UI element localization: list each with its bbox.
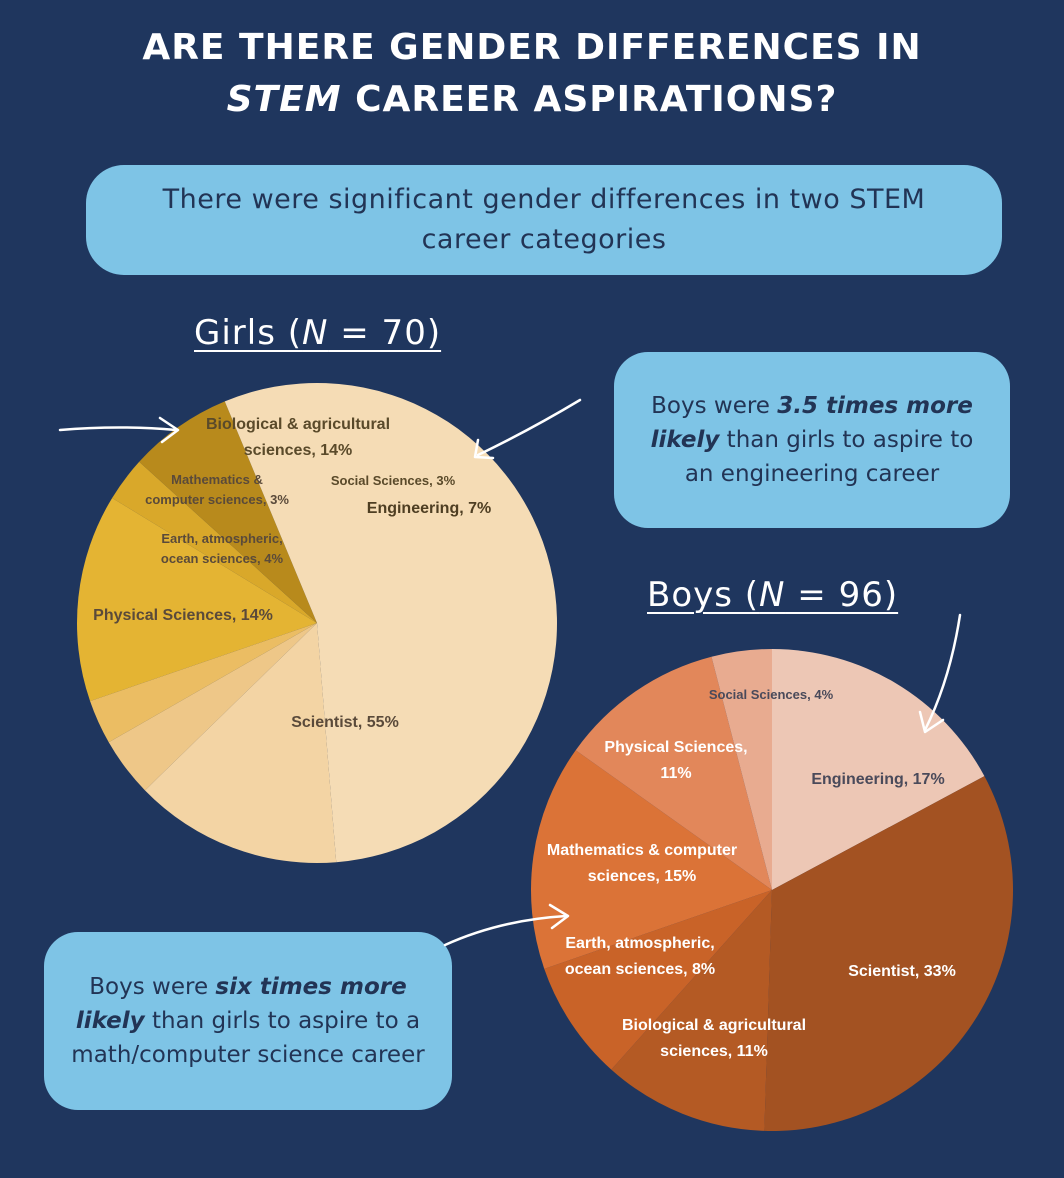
slice-label: Mathematics & computer sciences, 3%: [145, 472, 289, 507]
arrows: [58, 398, 962, 947]
slice-label-line: Physical Sciences, 14%: [93, 607, 273, 624]
math-bubble: Boys were six times more likely than gir…: [44, 932, 452, 1110]
boys-title-n: N: [759, 575, 786, 615]
pie-slice: [144, 623, 337, 863]
eng-post: than girls to aspire to an engineering c…: [684, 427, 974, 487]
boys-title-pre: Boys (: [647, 575, 760, 615]
boys-pie-chart: Engineering, 17% Scientist, 33% Biological…: [531, 649, 1013, 1131]
arrow-girls-bio: [58, 416, 180, 444]
eng-pre: Boys were: [651, 393, 778, 419]
slice-label-line: 11%: [660, 765, 691, 782]
slice-label-line: Scientist, 33%: [848, 963, 956, 980]
page-title: ARE THERE GENDER DIFFERENCES IN STEM CAR…: [0, 22, 1064, 126]
engineering-bubble-text: Boys were 3.5 times more likely than gir…: [634, 389, 990, 491]
math-bold: six times more likely: [75, 974, 407, 1034]
slice-label-line: Biological & agricultural: [622, 1017, 806, 1034]
slice-label: Scientist, 33%: [848, 963, 956, 980]
slice-label: Scientist, 55%: [291, 714, 399, 731]
pie-slice: [112, 461, 317, 623]
slice-label: Biological & agricultural sciences, 14%: [206, 416, 390, 459]
slice-label-line: computer sciences, 3%: [145, 492, 289, 507]
pie-slice: [611, 890, 772, 1131]
slice-label: Earth, atmospheric, ocean sciences, 8%: [565, 935, 715, 978]
slice-label-line: Earth, atmospheric,: [161, 531, 282, 546]
math-bubble-text: Boys were six times more likely than gir…: [66, 970, 430, 1072]
pie-slice: [531, 750, 772, 969]
arrow-boys-engineering: [918, 613, 962, 734]
slice-label-line: Biological & agricultural: [206, 416, 390, 433]
title-line-2: STEM CAREER ASPIRATIONS?: [0, 74, 1064, 126]
slice-label-line: Scientist, 55%: [291, 714, 399, 731]
intro-bubble: There were significant gender difference…: [86, 165, 1002, 275]
slice-label: Physical Sciences, 14%: [93, 607, 273, 624]
pie-slice: [764, 776, 1013, 1131]
pie-slice: [139, 401, 317, 623]
girls-title-n: N: [302, 313, 329, 353]
slice-label-line: sciences, 11%: [660, 1043, 768, 1060]
slice-label-line: Mathematics & computer: [547, 842, 737, 859]
slice-label: Engineering, 17%: [811, 771, 944, 788]
slice-label: Social Sciences, 3%: [331, 473, 456, 488]
slice-label-line: Social Sciences, 3%: [331, 473, 456, 488]
title-stem: STEM: [226, 79, 342, 120]
slice-label-line: Mathematics &: [171, 472, 263, 487]
slice-label-line: sciences, 14%: [244, 442, 353, 459]
math-post: than girls to aspire to a math/computer …: [71, 1008, 425, 1068]
slice-label-line: sciences, 15%: [588, 868, 697, 885]
arrow-boys-math: [443, 903, 570, 947]
slice-label-line: Engineering, 7%: [367, 500, 491, 517]
eng-bold: 3.5 times more likely: [650, 393, 973, 453]
girls-chart-title: Girls (N = 70): [194, 313, 441, 353]
boys-title-post: = 96): [785, 575, 899, 615]
slice-label-line: ocean sciences, 8%: [565, 961, 715, 978]
title-line-1: ARE THERE GENDER DIFFERENCES IN: [142, 27, 922, 68]
slice-label-line: ocean sciences, 4%: [161, 551, 284, 566]
arrow-girls-engineering: [473, 398, 582, 460]
intro-bubble-text: There were significant gender difference…: [162, 184, 926, 255]
pie-slice: [544, 890, 772, 1070]
slice-label: Engineering, 7%: [367, 500, 491, 517]
slice-label-line: Social Sciences, 4%: [709, 687, 834, 702]
pie-slice: [772, 649, 985, 890]
pie-slice: [76, 497, 317, 702]
pie-slice: [711, 649, 772, 890]
pie-slice: [224, 383, 557, 863]
slice-label-line: Engineering, 17%: [811, 771, 944, 788]
pie-slice: [108, 623, 317, 791]
slice-label-line: Earth, atmospheric,: [565, 935, 714, 952]
slice-label: Social Sciences, 4%: [709, 687, 834, 702]
slice-label-line: Physical Sciences,: [604, 739, 747, 756]
boys-chart-title: Boys (N = 96): [647, 575, 898, 615]
math-pre: Boys were: [89, 974, 216, 1000]
slice-label: Mathematics & computer sciences, 15%: [547, 842, 737, 885]
girls-pie-chart: Biological & agricultural sciences, 14% So…: [76, 383, 557, 863]
girls-title-pre: Girls (: [194, 313, 303, 353]
slice-label: Physical Sciences, 11%: [604, 739, 747, 782]
engineering-bubble: Boys were 3.5 times more likely than gir…: [614, 352, 1010, 528]
title-line-2-rest: CAREER ASPIRATIONS?: [341, 79, 838, 120]
slice-label: Earth, atmospheric, ocean sciences, 4%: [161, 531, 284, 566]
slice-label: Biological & agricultural sciences, 11%: [622, 1017, 806, 1060]
pie-slice: [90, 623, 318, 743]
girls-title-post: = 70): [328, 313, 442, 353]
pie-slice: [575, 656, 772, 890]
